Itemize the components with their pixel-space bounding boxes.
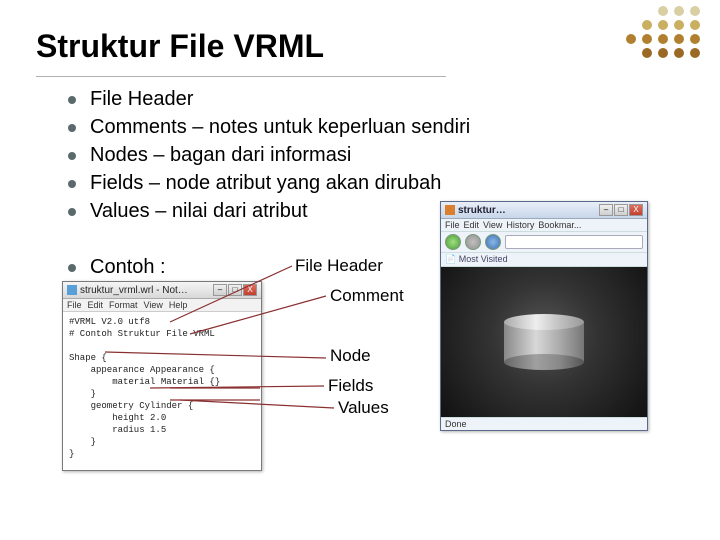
- reload-icon[interactable]: [485, 234, 501, 250]
- minimize-button[interactable]: –: [213, 284, 227, 296]
- maximize-button[interactable]: □: [228, 284, 242, 296]
- browser-window: struktur… – □ X FileEditViewHistoryBookm…: [440, 201, 648, 431]
- browser-toolbar[interactable]: [441, 232, 647, 253]
- back-icon[interactable]: [445, 234, 461, 250]
- notepad-body[interactable]: #VRML V2.0 utf8 # Contoh Struktur File V…: [63, 312, 261, 470]
- notepad-icon: [67, 285, 77, 295]
- cylinder-render: [504, 314, 584, 370]
- annotation-node: Node: [330, 346, 371, 366]
- browser-status: Done: [441, 417, 647, 430]
- notepad-titlebar[interactable]: struktur_vrml.wrl - Not… – □ X: [63, 282, 261, 299]
- browser-icon: [445, 205, 455, 215]
- bullet-list: File Header Comments – notes untuk keperl…: [68, 88, 470, 228]
- browser-minimize-button[interactable]: –: [599, 204, 613, 216]
- browser-viewport: [441, 267, 647, 417]
- bullet-item: File Header: [68, 88, 470, 111]
- notepad-window: struktur_vrml.wrl - Not… – □ X FileEditF…: [62, 281, 262, 471]
- address-bar[interactable]: [505, 235, 643, 249]
- contoh-label: Contoh :: [68, 256, 166, 279]
- browser-close-button[interactable]: X: [629, 204, 643, 216]
- bookmark-bar[interactable]: 📄 Most Visited: [441, 253, 647, 267]
- annotation-values: Values: [338, 398, 389, 418]
- bullet-item: Comments – notes untuk keperluan sendiri: [68, 116, 470, 139]
- bullet-item: Values – nilai dari atribut: [68, 200, 470, 223]
- browser-title: struktur…: [458, 205, 596, 216]
- notepad-menu[interactable]: FileEditFormatViewHelp: [63, 299, 261, 312]
- browser-maximize-button[interactable]: □: [614, 204, 628, 216]
- slide-title: Struktur File VRML: [36, 28, 324, 65]
- browser-menu[interactable]: FileEditViewHistoryBookmar...: [441, 219, 647, 232]
- annotation-fields: Fields: [328, 376, 373, 396]
- annotation-file-header: File Header: [295, 256, 383, 276]
- bullet-item: Nodes – bagan dari informasi: [68, 144, 470, 167]
- annotation-comment: Comment: [330, 286, 404, 306]
- corner-dots: [626, 6, 700, 62]
- title-divider: [36, 76, 446, 77]
- bullet-item: Fields – node atribut yang akan dirubah: [68, 172, 470, 195]
- notepad-title: struktur_vrml.wrl - Not…: [80, 285, 210, 296]
- browser-titlebar[interactable]: struktur… – □ X: [441, 202, 647, 219]
- forward-icon[interactable]: [465, 234, 481, 250]
- close-button[interactable]: X: [243, 284, 257, 296]
